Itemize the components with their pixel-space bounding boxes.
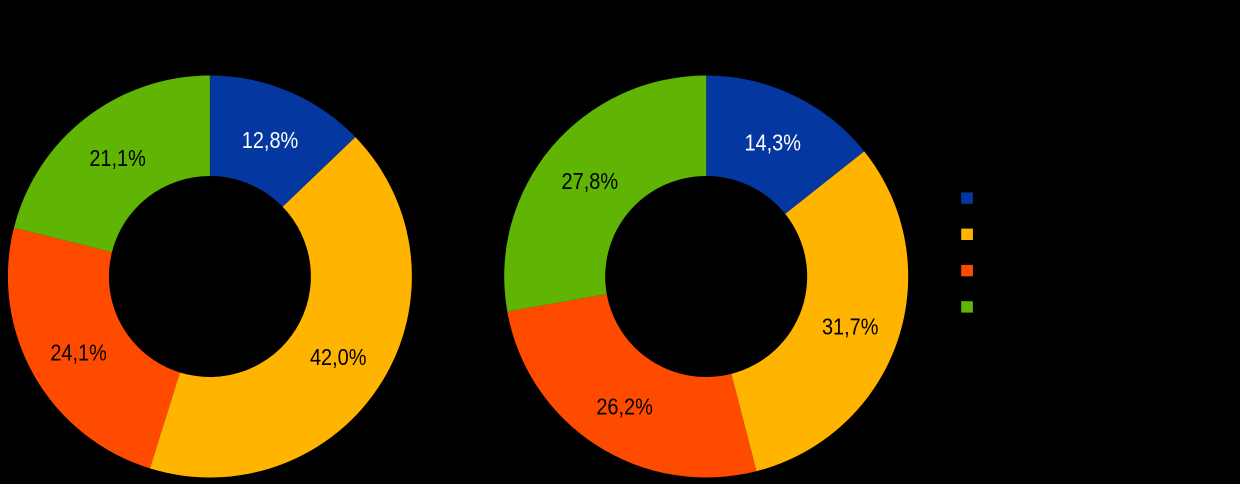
svg-text:24,1%: 24,1% bbox=[50, 340, 107, 366]
svg-text:12,8%: 12,8% bbox=[242, 127, 299, 153]
svg-text:27,8%: 27,8% bbox=[562, 168, 619, 194]
svg-text:42,0%: 42,0% bbox=[310, 344, 367, 370]
svg-text:14,3%: 14,3% bbox=[744, 130, 801, 156]
svg-text:21,1%: 21,1% bbox=[89, 145, 146, 171]
svg-text:26,2%: 26,2% bbox=[596, 394, 653, 420]
svg-text:31,7%: 31,7% bbox=[822, 313, 879, 339]
